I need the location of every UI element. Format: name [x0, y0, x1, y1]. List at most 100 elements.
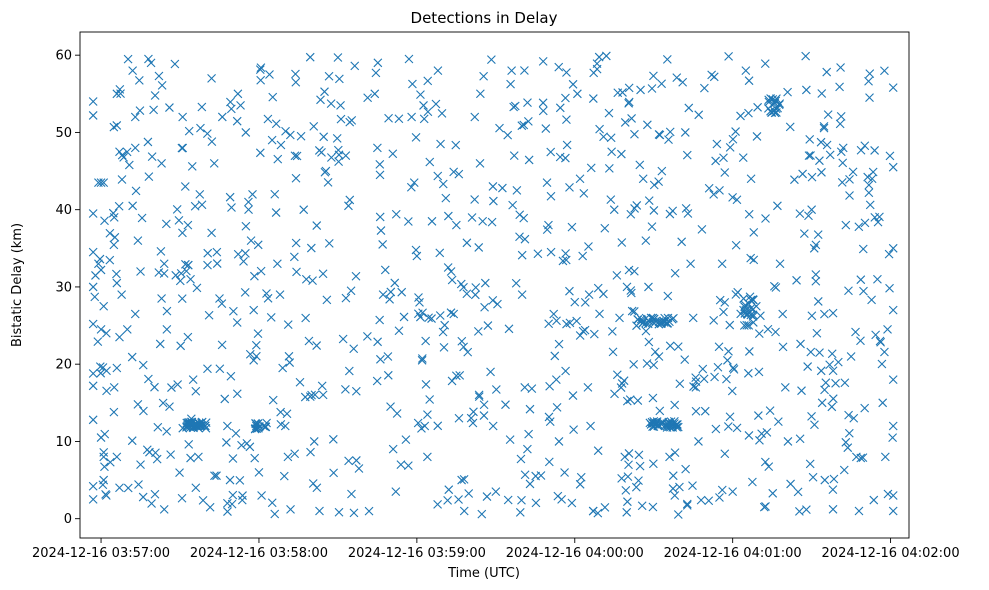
data-point — [677, 237, 687, 247]
data-point — [725, 320, 735, 330]
data-point — [338, 334, 348, 344]
data-point — [363, 93, 373, 103]
data-point — [433, 171, 443, 181]
data-point — [873, 274, 882, 284]
data-point — [755, 435, 764, 445]
data-point — [623, 497, 632, 507]
data-point — [183, 220, 193, 230]
data-point — [226, 371, 236, 381]
y-tick-label: 10 — [55, 435, 72, 450]
data-point — [419, 114, 429, 124]
data-point — [854, 222, 864, 232]
data-point — [229, 306, 238, 316]
data-point — [843, 443, 853, 453]
data-point — [589, 329, 599, 339]
data-point — [860, 218, 870, 228]
data-point — [399, 312, 409, 322]
data-point — [880, 66, 889, 76]
data-point — [835, 82, 844, 92]
data-point — [130, 143, 140, 153]
data-point — [228, 490, 238, 500]
data-point — [619, 376, 629, 386]
data-point — [231, 429, 241, 438]
data-point — [550, 351, 560, 361]
data-point — [187, 162, 197, 171]
data-point — [715, 185, 724, 195]
data-point — [507, 66, 516, 76]
data-point — [425, 395, 435, 404]
data-point — [813, 297, 823, 306]
data-point — [649, 314, 659, 324]
data-point — [888, 491, 898, 500]
data-point — [524, 155, 534, 165]
data-point — [749, 228, 759, 237]
data-point — [516, 454, 526, 464]
data-point — [828, 504, 838, 514]
data-point — [542, 225, 552, 235]
data-point — [473, 327, 483, 336]
data-point — [615, 313, 624, 323]
data-point — [594, 52, 604, 62]
data-point — [578, 251, 588, 261]
data-point — [663, 291, 673, 301]
data-point — [417, 423, 426, 433]
data-point — [858, 244, 868, 254]
data-point — [127, 352, 137, 362]
data-point — [864, 180, 874, 190]
data-point — [609, 205, 619, 215]
data-point — [282, 409, 292, 419]
data-point — [105, 457, 115, 467]
data-point — [138, 360, 148, 370]
data-point — [795, 434, 805, 444]
data-point — [709, 189, 719, 199]
data-point — [416, 90, 425, 100]
data-point — [688, 481, 697, 490]
data-point — [820, 309, 829, 319]
data-point — [411, 133, 421, 142]
data-point — [828, 485, 838, 495]
data-point — [808, 472, 818, 482]
data-point — [680, 355, 690, 364]
data-point — [664, 418, 674, 428]
data-point — [233, 249, 243, 259]
data-point — [883, 324, 892, 334]
data-point — [624, 83, 634, 93]
data-point — [323, 177, 333, 187]
data-point — [491, 385, 501, 394]
data-point — [583, 382, 593, 392]
data-point — [100, 462, 109, 472]
data-point — [641, 326, 651, 336]
data-point — [171, 270, 181, 280]
data-point — [90, 292, 100, 302]
data-point — [612, 370, 622, 380]
data-point — [641, 236, 651, 245]
data-point — [144, 172, 154, 181]
data-point — [204, 310, 214, 320]
data-point — [309, 437, 319, 446]
data-point — [691, 373, 701, 383]
data-point — [506, 79, 515, 89]
data-point — [225, 192, 235, 202]
data-point — [819, 123, 829, 133]
data-point — [386, 287, 396, 297]
data-point — [724, 346, 733, 356]
data-point — [253, 329, 263, 339]
data-point — [176, 269, 186, 278]
data-point — [635, 160, 645, 170]
data-point — [318, 390, 328, 400]
data-point — [134, 480, 143, 489]
data-point — [729, 364, 739, 374]
data-point — [845, 191, 854, 200]
data-point — [637, 501, 647, 511]
data-point — [636, 85, 645, 95]
data-point — [823, 110, 833, 119]
data-point — [888, 83, 898, 93]
data-point — [441, 193, 451, 203]
data-point — [207, 228, 216, 238]
data-point — [561, 366, 570, 376]
data-point — [744, 299, 753, 309]
data-point — [740, 309, 750, 318]
data-point — [376, 226, 386, 235]
data-point — [290, 449, 300, 459]
data-point — [177, 294, 187, 304]
